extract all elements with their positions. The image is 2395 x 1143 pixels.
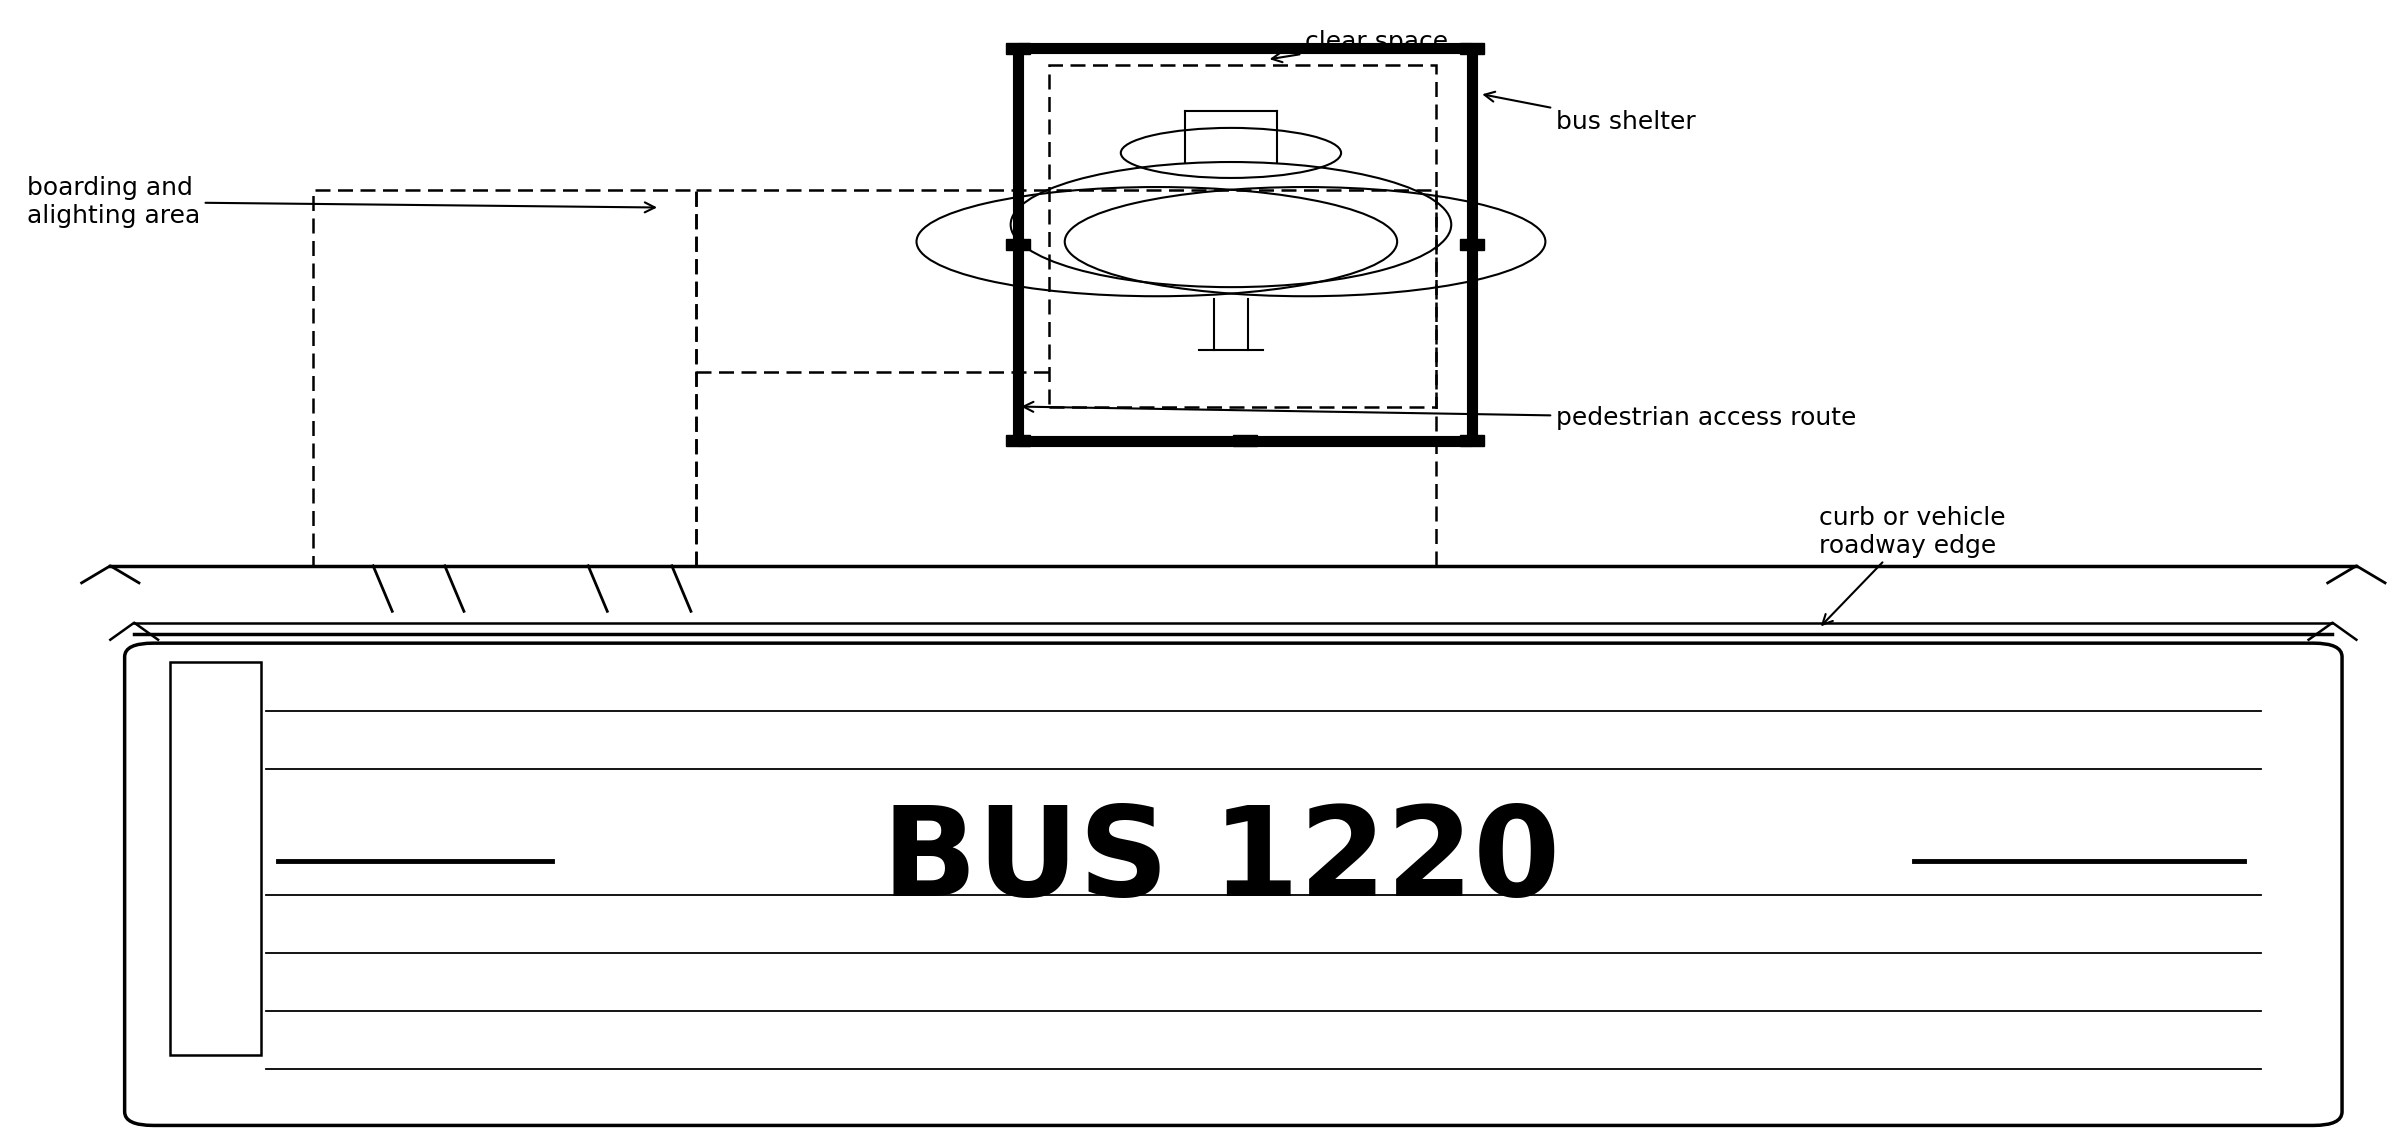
Text: bus shelter: bus shelter bbox=[1485, 91, 1696, 134]
Bar bbox=[314, 191, 695, 566]
Bar bbox=[1006, 42, 1030, 54]
Text: pedestrian access route: pedestrian access route bbox=[1023, 402, 1856, 430]
Bar bbox=[1461, 435, 1485, 447]
Text: BUS 1220: BUS 1220 bbox=[881, 801, 1562, 921]
FancyBboxPatch shape bbox=[125, 644, 2342, 1126]
Text: clear space: clear space bbox=[1272, 30, 1449, 62]
Bar bbox=[1233, 435, 1257, 447]
Text: boarding and
alighting area: boarding and alighting area bbox=[26, 176, 654, 227]
Bar bbox=[170, 663, 261, 1055]
Bar bbox=[1006, 239, 1030, 250]
Bar bbox=[1461, 42, 1485, 54]
Text: curb or vehicle
roadway edge: curb or vehicle roadway edge bbox=[1818, 506, 2005, 625]
Bar bbox=[1006, 435, 1030, 447]
Bar bbox=[1461, 239, 1485, 250]
Bar bbox=[1049, 65, 1437, 407]
